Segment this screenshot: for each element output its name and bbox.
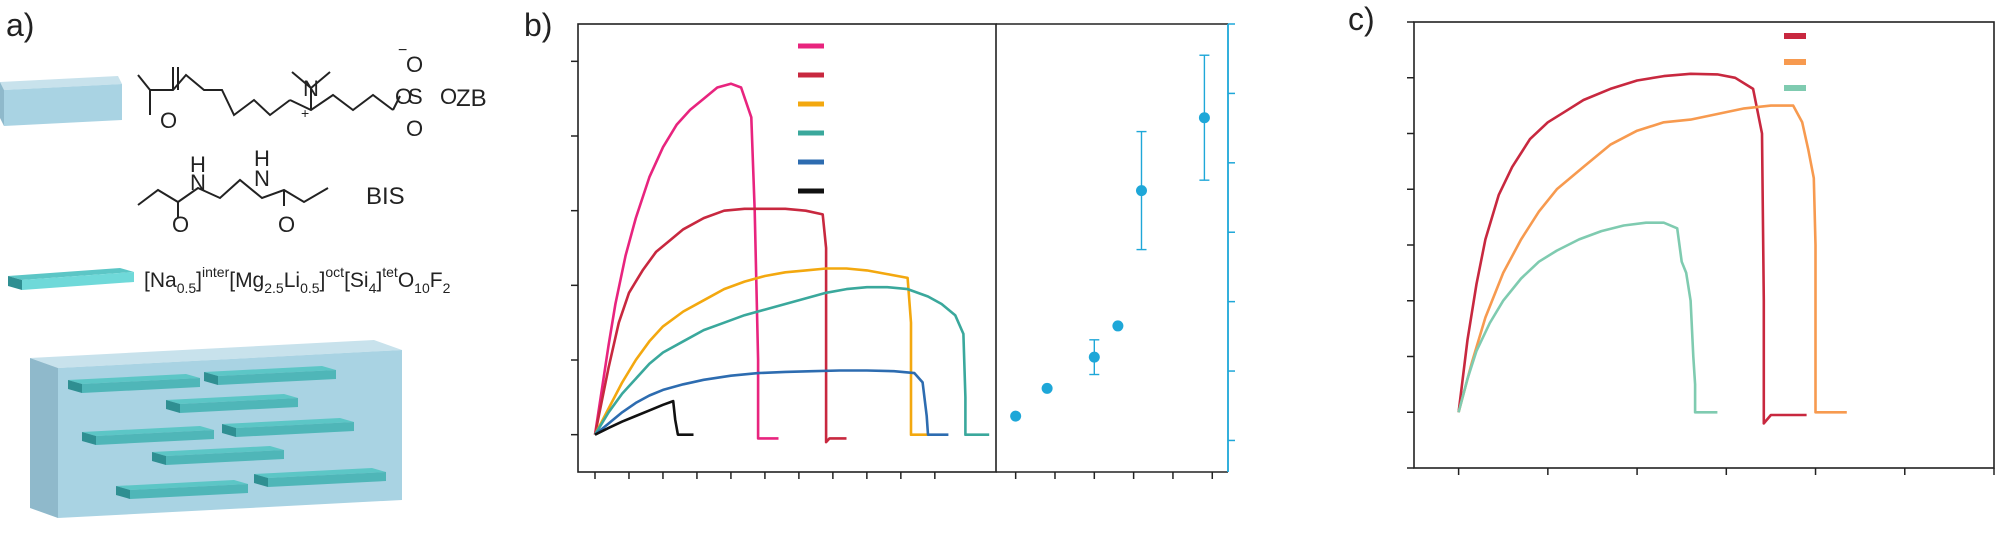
- stress-strain-clay-plot: [571, 23, 997, 479]
- zb-structure-icon: [137, 67, 401, 117]
- panel-label-b: b): [524, 7, 552, 43]
- data-point-4: [1135, 185, 1147, 197]
- clay-platelet-top-7: [254, 468, 386, 478]
- series-line-0: [1457, 72, 1807, 425]
- bis-structure-icon: [137, 178, 329, 218]
- series-line-0: [593, 82, 779, 440]
- svg-text:N: N: [190, 170, 206, 195]
- series-line-1: [1457, 104, 1847, 414]
- clay-formula: [Na0.5]inter[Mg2.5Li0.5]oct[Si4]tetO10F2: [144, 264, 451, 296]
- plot-frame: [577, 23, 997, 473]
- svg-text:+: +: [301, 105, 309, 121]
- series-line-1: [593, 207, 847, 444]
- series-line-2: [593, 267, 928, 437]
- clay-platelet-top-4: [222, 418, 354, 428]
- clay-platelet-top-6: [116, 480, 248, 490]
- clay-platelet-top-2: [166, 394, 298, 404]
- clay-platelet-front-7: [268, 472, 386, 487]
- modulus-hectorite-plot: [996, 23, 1235, 479]
- svg-text:−: −: [398, 42, 407, 59]
- clay-platelet-side-7: [254, 474, 268, 487]
- data-point-0: [1010, 410, 1022, 422]
- zb-label: ZB: [456, 85, 487, 112]
- clay-platelet-front-3: [96, 430, 214, 445]
- clay-platelet-side-5: [152, 452, 166, 465]
- clay-platelets: [68, 366, 386, 499]
- clay-platelet-side-4: [222, 424, 236, 437]
- clay-platelet-front-1: [218, 370, 336, 385]
- series-line-2: [1457, 221, 1718, 414]
- clay-platelet-front-4: [236, 422, 354, 437]
- svg-text:O: O: [406, 52, 423, 77]
- svg-text:O: O: [406, 116, 423, 141]
- svg-text:O: O: [172, 212, 189, 237]
- clay-platelet-front-6: [130, 484, 248, 499]
- clay-platelet-side-1: [204, 372, 218, 385]
- panel-label-a: a): [6, 7, 34, 43]
- data-point-1: [1041, 382, 1053, 394]
- svg-text:H: H: [254, 146, 270, 171]
- svg-text:N: N: [303, 76, 319, 101]
- clay-platelet-front-2: [180, 398, 298, 413]
- series-line-4: [594, 369, 949, 437]
- clay-platelet-side-3: [82, 432, 96, 445]
- svg-text:O: O: [278, 212, 295, 237]
- clay-platelet-side-2: [166, 400, 180, 413]
- clay-platelet-top-3: [82, 426, 214, 436]
- series-line-3: [593, 285, 990, 437]
- series-line-5: [594, 399, 694, 437]
- plot-frame: [1413, 21, 1995, 469]
- data-point-3: [1112, 320, 1124, 332]
- stress-strain-polymer-plot: [1407, 21, 1995, 475]
- clay-platelet-top-5: [152, 446, 284, 456]
- panel-label-c: c): [1348, 1, 1375, 37]
- clay-platelet-front-0: [82, 378, 200, 393]
- clay-platelet-front-5: [166, 450, 284, 465]
- svg-text:H: H: [190, 152, 206, 177]
- clay-platelet-top-1: [204, 366, 336, 376]
- zb-block-icon: [0, 76, 122, 126]
- svg-text:N: N: [254, 166, 270, 191]
- clay-platelet-top-0: [68, 374, 200, 384]
- clay-platelet-side-0: [68, 380, 82, 393]
- svg-text:O: O: [160, 108, 177, 133]
- clay-platelet-side-6: [116, 486, 130, 499]
- data-point-5: [1198, 112, 1210, 124]
- svg-text:S: S: [408, 84, 423, 109]
- svg-text:O: O: [395, 84, 412, 109]
- bis-label: BIS: [366, 183, 405, 210]
- data-point-2: [1088, 351, 1100, 363]
- svg-text:O: O: [440, 84, 457, 109]
- clay-sheet-icon: [8, 268, 134, 290]
